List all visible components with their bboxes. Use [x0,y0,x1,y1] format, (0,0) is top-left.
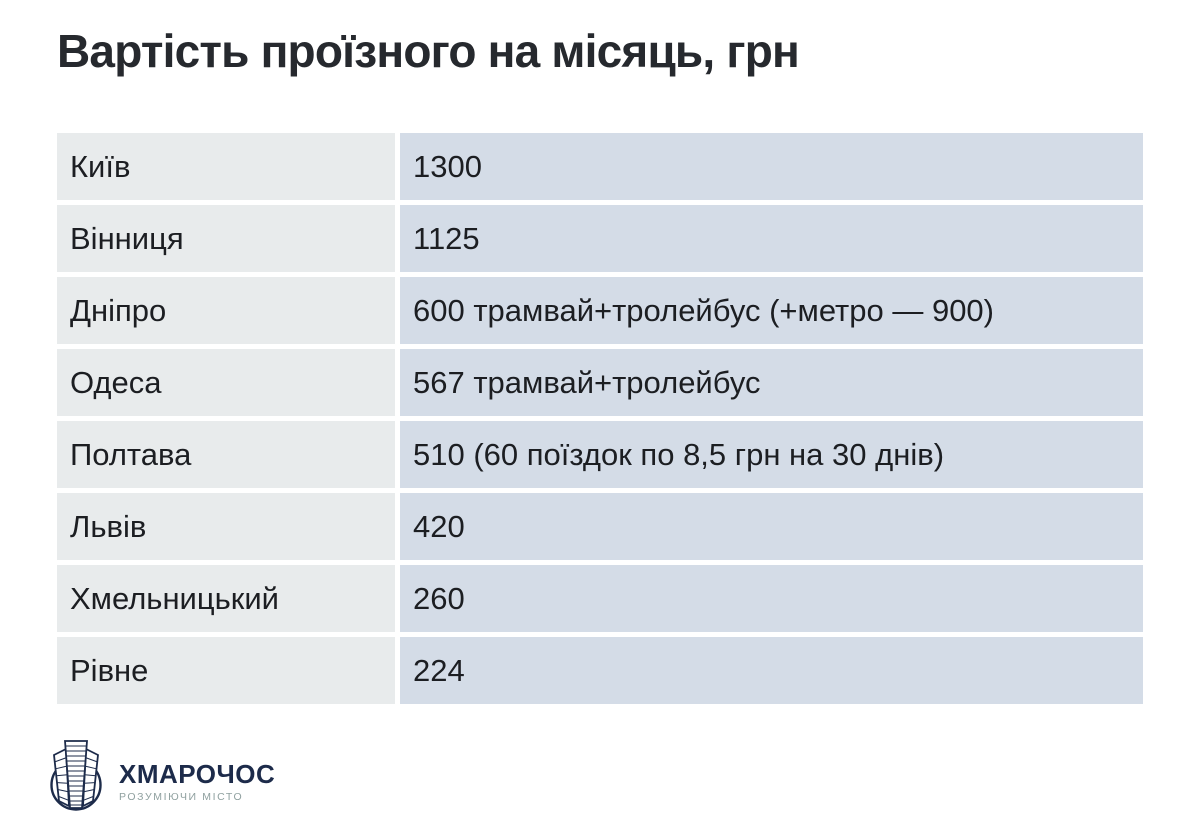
price-cell: 1125 [400,205,1143,272]
price-cell: 600 трамвай+тролейбус (+метро — 900) [400,277,1143,344]
price-cell: 1300 [400,133,1143,200]
city-cell: Рівне [57,637,395,704]
price-table: Київ 1300 Вінниця 1125 Дніпро 600 трамва… [57,133,1143,704]
brand-name: ХМАРОЧОС [119,759,276,789]
city-cell: Дніпро [57,277,395,344]
price-cell: 567 трамвай+тролейбус [400,349,1143,416]
table-row: Вінниця 1125 [57,205,1143,272]
city-cell: Хмельницький [57,565,395,632]
table-row: Хмельницький 260 [57,565,1143,632]
city-cell: Вінниця [57,205,395,272]
table-row: Київ 1300 [57,133,1143,200]
brand-logo: ХМАРОЧОС РОЗУМІЮЧИ МІСТО [48,737,275,820]
price-cell: 260 [400,565,1143,632]
city-cell: Полтава [57,421,395,488]
brand-tagline: РОЗУМІЮЧИ МІСТО [119,791,244,803]
city-cell: Київ [57,133,395,200]
table-row: Одеса 567 трамвай+тролейбус [57,349,1143,416]
table-row: Львів 420 [57,493,1143,560]
logo-text: ХМАРОЧОС РОЗУМІЮЧИ МІСТО [119,737,275,803]
table-row: Дніпро 600 трамвай+тролейбус (+метро — 9… [57,277,1143,344]
price-cell: 510 (60 поїздок по 8,5 грн на 30 днів) [400,421,1143,488]
table-row: Рівне 224 [57,637,1143,704]
city-cell: Одеса [57,349,395,416]
price-cell: 224 [400,637,1143,704]
skyscraper-logo-icon [48,737,104,820]
page-title: Вартість проїзного на місяць, грн [57,25,800,77]
city-cell: Львів [57,493,395,560]
price-cell: 420 [400,493,1143,560]
table-row: Полтава 510 (60 поїздок по 8,5 грн на 30… [57,421,1143,488]
